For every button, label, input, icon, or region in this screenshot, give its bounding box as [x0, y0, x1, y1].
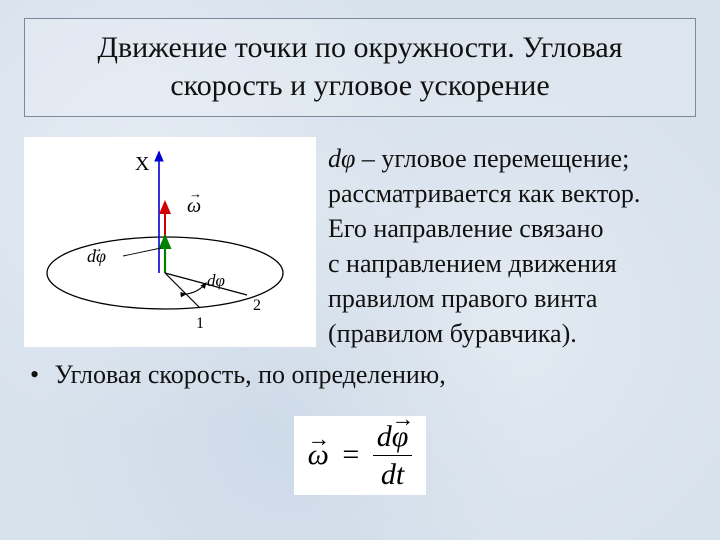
body-l1-rest: – угловое перемещение; [355, 144, 629, 173]
omega-arrow-over: → [308, 426, 329, 452]
body-line-3: Его направление связано [328, 211, 696, 246]
content-row: X → ω → dφ 1 2 [24, 137, 696, 352]
body-line-2: рассматривается как вектор. [328, 176, 696, 211]
bullet-icon: • [30, 360, 48, 390]
radius-2 [165, 273, 247, 295]
title-line-2: скорость и угловое ускорение [41, 67, 679, 105]
omega-vec: → ω [308, 438, 329, 472]
angle-label: dφ [207, 271, 225, 290]
title-line-1: Движение точки по окружности. Угловая [41, 29, 679, 67]
body-text: dφ – угловое перемещение; рассматриваетс… [328, 137, 696, 352]
point-2-label: 2 [253, 297, 261, 314]
denominator: dt [373, 456, 413, 491]
omega-label: → ω [187, 181, 207, 217]
dphi-leader [123, 248, 161, 256]
title-box: Движение точки по окружности. Угловая ск… [24, 18, 696, 117]
phi-arrow-over: → [392, 407, 409, 432]
point-1-label: 1 [196, 315, 204, 332]
formula-area: → ω = d→φ dt [24, 416, 696, 495]
body-line-5: правилом правого винта [328, 281, 696, 316]
body-line-1: dφ – угловое перемещение; [328, 141, 696, 176]
num-d: d [377, 420, 392, 453]
dphi-vector-label: → dφ [87, 236, 108, 266]
diagram-svg: X → ω → dφ 1 2 [25, 138, 315, 348]
body-line-6: (правилом буравчика). [328, 316, 696, 351]
bullet-line: • Угловая скорость, по определению, [24, 360, 696, 390]
equals-sign: = [336, 438, 365, 471]
dphi-phi: φ [341, 144, 355, 173]
bullet-text: Угловая скорость, по определению, [55, 360, 446, 389]
numerator: d→φ [373, 420, 413, 456]
slide: Движение точки по окружности. Угловая ск… [0, 0, 720, 540]
fraction: d→φ dt [373, 420, 413, 491]
circular-motion-diagram: X → ω → dφ 1 2 [24, 137, 316, 347]
body-line-4: с направлением движения [328, 246, 696, 281]
x-axis-label: X [135, 153, 150, 175]
phi-vec: →φ [392, 420, 409, 453]
dphi-d: d [328, 144, 341, 173]
angular-velocity-formula: → ω = d→φ dt [294, 416, 427, 495]
angle-arc [186, 283, 206, 294]
